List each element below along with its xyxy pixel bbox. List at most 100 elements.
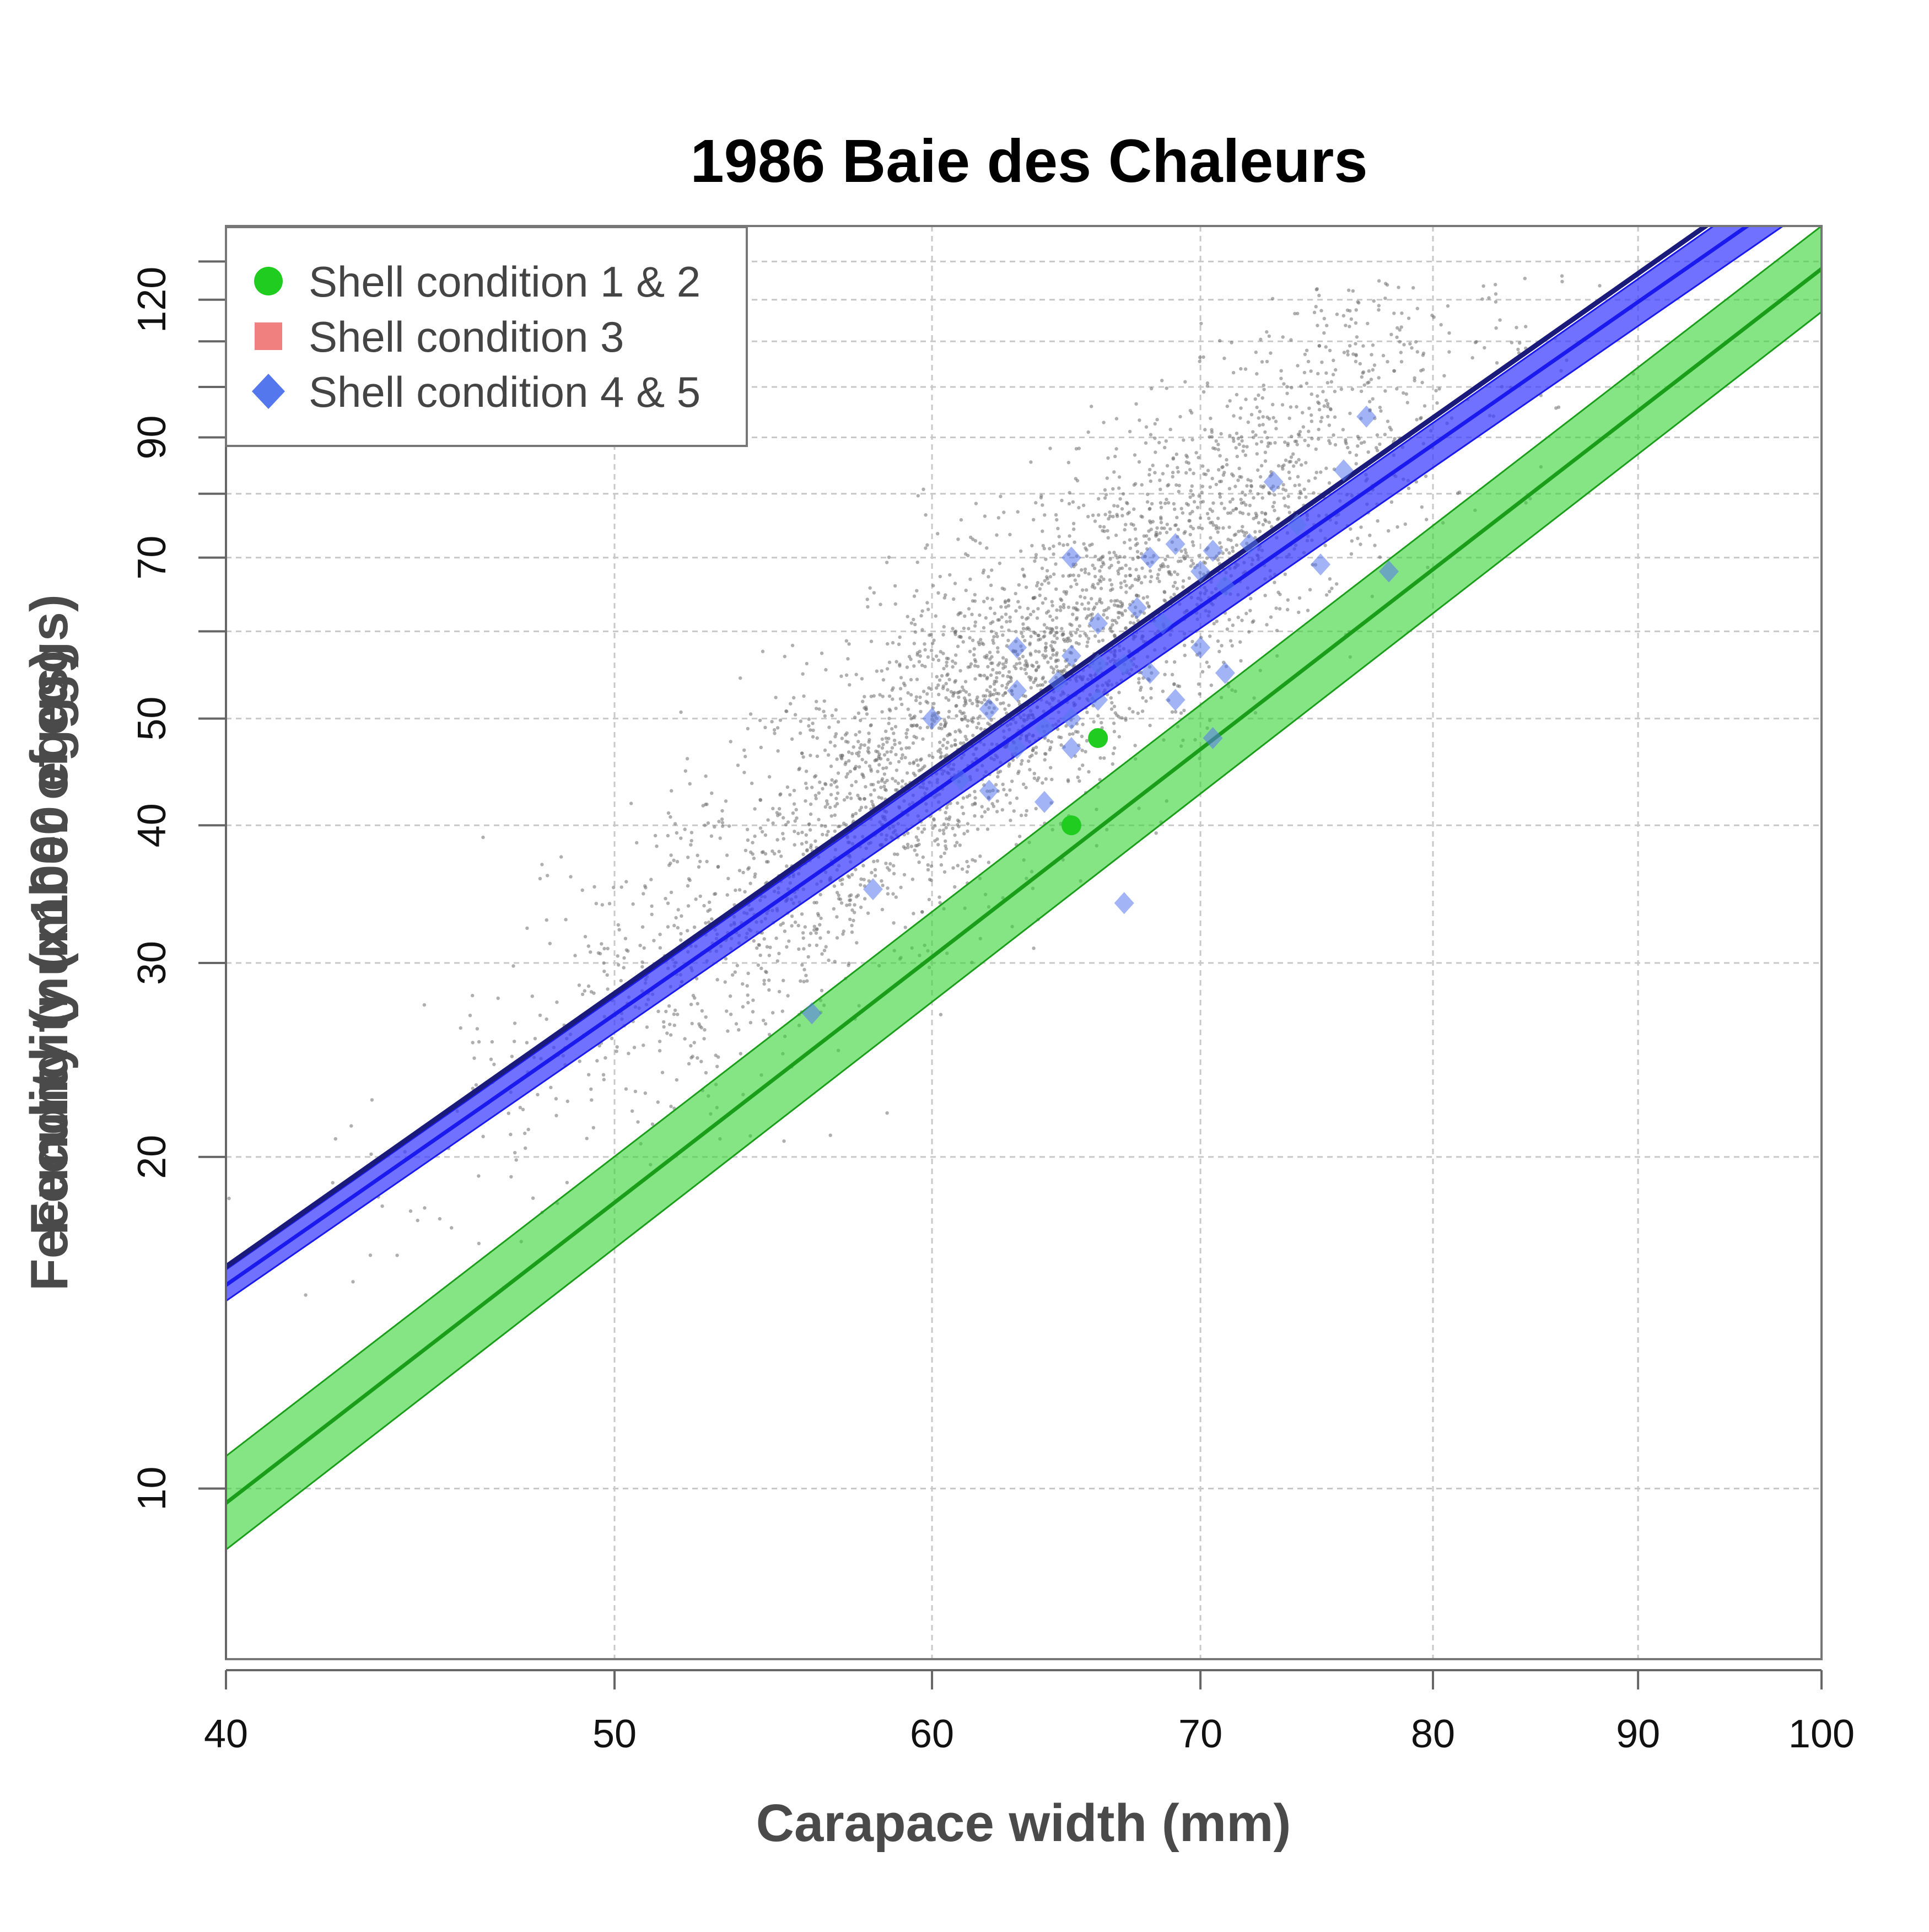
background-point [687, 1062, 691, 1066]
background-point [706, 909, 710, 913]
background-point [777, 951, 781, 956]
background-point [1171, 475, 1174, 479]
series-point [951, 768, 971, 791]
background-point [736, 763, 740, 767]
background-point [1066, 460, 1071, 465]
background-point [1377, 304, 1381, 308]
background-point [887, 717, 891, 720]
background-point [916, 826, 920, 830]
background-point [1009, 819, 1012, 822]
background-point [679, 836, 683, 840]
background-point [1065, 639, 1070, 643]
background-point [624, 880, 628, 884]
background-point [640, 960, 644, 964]
background-point [996, 663, 1000, 667]
background-point [1138, 418, 1141, 422]
background-point [704, 1015, 708, 1019]
background-point [689, 1044, 693, 1048]
background-point [1066, 636, 1071, 640]
background-point [882, 784, 886, 789]
background-point [1076, 776, 1080, 779]
background-point [1253, 397, 1257, 401]
background-point [761, 850, 765, 854]
background-point [986, 722, 990, 725]
background-point [545, 918, 548, 922]
background-point [944, 593, 947, 597]
background-point [891, 697, 895, 701]
background-point [1257, 521, 1261, 525]
background-point [1256, 492, 1260, 496]
background-point [1175, 586, 1179, 590]
background-point [1069, 631, 1073, 636]
background-point [1273, 493, 1276, 497]
background-point [836, 771, 840, 775]
background-point [1168, 427, 1172, 432]
background-point [1060, 627, 1064, 631]
background-point [1248, 503, 1252, 508]
background-point [720, 821, 725, 825]
background-point [606, 987, 610, 991]
series-point [1114, 892, 1134, 914]
background-point [1134, 537, 1138, 541]
background-point [656, 1009, 660, 1014]
background-point [1120, 507, 1124, 511]
background-point [1136, 574, 1141, 578]
background-point [1239, 367, 1243, 371]
background-point [1235, 454, 1239, 459]
background-point [702, 1037, 706, 1041]
background-point [1014, 591, 1017, 596]
background-point [1163, 445, 1167, 450]
fit-line [226, 267, 1822, 1505]
background-point [688, 782, 692, 786]
background-point [914, 695, 919, 699]
background-point [942, 625, 946, 629]
background-point [1107, 566, 1112, 570]
series-point [1165, 533, 1186, 556]
background-point [892, 921, 896, 925]
background-point [828, 805, 832, 810]
y-tick-label: 40 [130, 803, 174, 847]
background-point [960, 718, 964, 722]
background-point [1287, 510, 1292, 514]
background-point [1214, 482, 1219, 487]
background-point [1117, 572, 1120, 576]
background-point [1001, 693, 1005, 697]
background-point [1259, 485, 1263, 488]
background-point [976, 664, 980, 669]
background-point [1163, 672, 1167, 676]
background-point [580, 888, 584, 892]
background-point [1160, 526, 1164, 530]
background-point [770, 849, 774, 853]
background-point [906, 842, 910, 847]
background-point [475, 1027, 479, 1031]
background-point [1102, 577, 1106, 582]
background-point [1098, 756, 1102, 760]
background-point [1110, 701, 1114, 705]
series-point [1007, 636, 1027, 659]
background-point [1163, 501, 1167, 505]
background-point [477, 1040, 481, 1044]
background-point [1150, 502, 1154, 506]
background-point [1217, 649, 1221, 654]
background-point [1111, 618, 1114, 622]
background-point [912, 760, 916, 764]
background-point [1075, 601, 1079, 605]
background-point [1360, 375, 1364, 379]
background-point [826, 753, 831, 757]
background-point [1109, 599, 1113, 603]
background-point [891, 686, 895, 690]
background-point [1241, 525, 1244, 529]
background-point [1201, 499, 1205, 504]
background-point [982, 674, 987, 677]
background-point [1054, 587, 1058, 591]
background-point [901, 753, 904, 757]
background-point [956, 537, 960, 541]
background-point [886, 642, 890, 646]
background-point [1287, 470, 1291, 474]
background-point [953, 885, 957, 889]
background-point [704, 774, 708, 778]
background-point [1271, 402, 1275, 407]
background-point [1289, 460, 1292, 464]
background-point [1083, 567, 1087, 571]
background-point [1432, 315, 1436, 319]
